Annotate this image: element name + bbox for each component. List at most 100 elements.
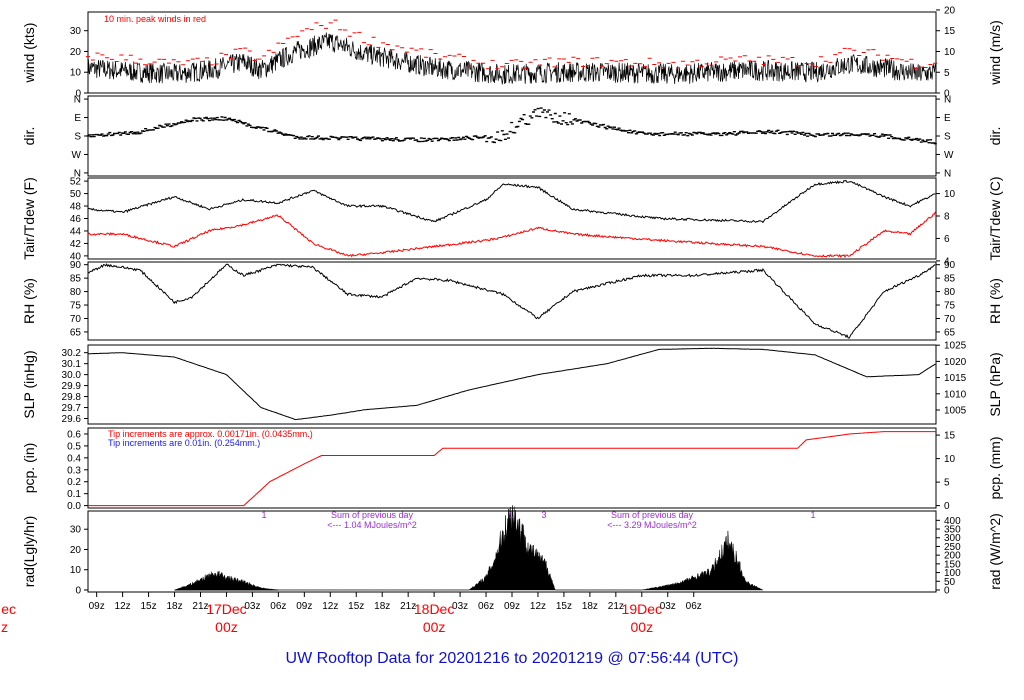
left-tick-label: 0.1 [67,489,81,500]
right-tick-label: 300 [944,533,961,544]
x-tick-label: 15z [348,601,364,612]
rad-sum-label: Sum of previous day [331,510,414,520]
x-tick-label: 03z [244,601,260,612]
right-tick-label: 10 [944,47,956,58]
x-tick-label: 12z [322,601,338,612]
temp-series-2 [87,211,936,259]
x-day-hour-cut: z [1,619,8,635]
rad-tip-label: 3 [541,510,546,520]
right-tick-label: 0 [944,501,950,512]
ylabel-left: Tair/Tdew (F) [21,177,37,259]
left-tick-label: 52 [70,177,82,188]
ylabel-left: pcp. (in) [21,443,37,494]
x-day-hour: 00z [215,619,238,635]
left-tick-label: 80 [70,287,82,298]
left-tick-label: 29.8 [62,392,82,403]
ylabel-left: RH (%) [21,278,37,324]
ylabel-right: dir. [987,127,1003,146]
right-tick-label: 5 [944,478,950,489]
rad-tip-label: 1 [508,510,513,520]
temp-series-1 [87,179,936,224]
x-tick-label: 21z [400,601,416,612]
left-tick-label: 75 [70,301,82,312]
left-tick-label: S [74,132,81,143]
left-tick-label: 48 [70,202,82,213]
x-tick-label: 21z [608,601,624,612]
x-tick-label: 09z [296,601,312,612]
ylabel-left: wind (kts) [21,23,37,84]
right-tick-label: W [944,150,954,161]
right-tick-label: 400 [944,516,961,527]
right-tick-label: 85 [944,274,956,285]
x-tick-label: 15z [141,601,157,612]
left-tick-label: 30.2 [62,348,82,359]
left-tick-label: 70 [70,314,82,325]
pcp-annotation-1: Tip increments are approx. 0.00171in. (0… [108,429,313,439]
right-tick-label: 1010 [944,389,967,400]
left-tick-label: 30.1 [62,359,82,370]
ylabel-left: dir. [21,127,37,146]
ylabel-right: wind (m/s) [987,20,1003,86]
right-tick-label: S [944,132,951,143]
left-tick-label: E [74,113,81,124]
figure-title: UW Rooftop Data for 20201216 to 20201219… [285,650,739,667]
left-tick-label: 65 [70,327,82,338]
ylabel-right: SLP (hPa) [987,352,1003,416]
right-tick-label: 0 [944,585,950,596]
x-tick-label: 21z [192,601,208,612]
panel-frame-wind [87,11,937,94]
left-tick-label: 29.6 [62,414,82,425]
panel-wind: 0 10 20 30 0 5 10 15 20 wind (kts) wind (m/s) 10 mi… [21,5,1003,99]
wind-annotation: 10 min. peak winds in red [104,14,206,24]
rad-tip-label: 1 [810,510,815,520]
left-tick-label: 0.0 [67,501,81,512]
panel-frame-temp [87,177,937,260]
right-tick-label: 1015 [944,373,967,384]
ylabel-right: Tair/Tdew (C) [987,176,1003,260]
panel-frame-rh [87,261,937,341]
right-tick-label: 1025 [944,341,967,352]
left-tick-label: 29.7 [62,403,82,414]
right-tick-label: 20 [944,5,956,16]
right-tick-label: 90 [944,260,956,271]
right-tick-label: N [944,168,951,179]
right-tick-label: 6 [944,234,950,245]
right-tick-label: 50 [944,577,956,588]
right-tick-label: 200 [944,551,961,562]
left-tick-label: 30 [70,525,82,536]
x-day-label: 18Dec [414,601,454,617]
x-tick-label: 18z [582,601,598,612]
left-tick-label: 46 [70,214,82,225]
rad-sum-label: Sum of previous day [611,510,694,520]
right-tick-label: 0 [944,89,950,100]
x-tick-label: 12z [530,601,546,612]
rh-series-1 [87,263,936,339]
left-tick-label: 0.4 [67,453,81,464]
right-tick-label: 150 [944,559,961,570]
left-tick-label: 20 [70,47,82,58]
pcp-annotation-2: Tip increments are 0.01in. (0.254mm.) [108,438,260,448]
right-tick-label: E [944,113,951,124]
ylabel-right: pcp. (mm) [987,437,1003,500]
left-tick-label: 50 [70,189,82,200]
left-tick-label: 30.0 [62,370,82,381]
left-tick-label: 29.9 [62,381,82,392]
left-tick-label: 10 [70,565,82,576]
pcp-series-1 [88,431,936,507]
ylabel-left: rad(Lgly/hr) [21,516,37,588]
right-tick-label: 100 [944,568,961,579]
left-tick-label: 0.2 [67,477,81,488]
x-tick-label: 03z [452,601,468,612]
slp-series-1 [87,347,936,421]
x-day-hour: 00z [423,619,446,635]
left-tick-label: 90 [70,260,82,271]
left-tick-label: 85 [70,274,82,285]
right-tick-label: 8 [944,212,950,223]
left-tick-label: 30 [70,26,82,37]
x-tick-label: 06z [478,601,494,612]
right-tick-label: 350 [944,525,961,536]
left-tick-label: 44 [70,226,82,237]
x-tick-label: 12z [115,601,131,612]
